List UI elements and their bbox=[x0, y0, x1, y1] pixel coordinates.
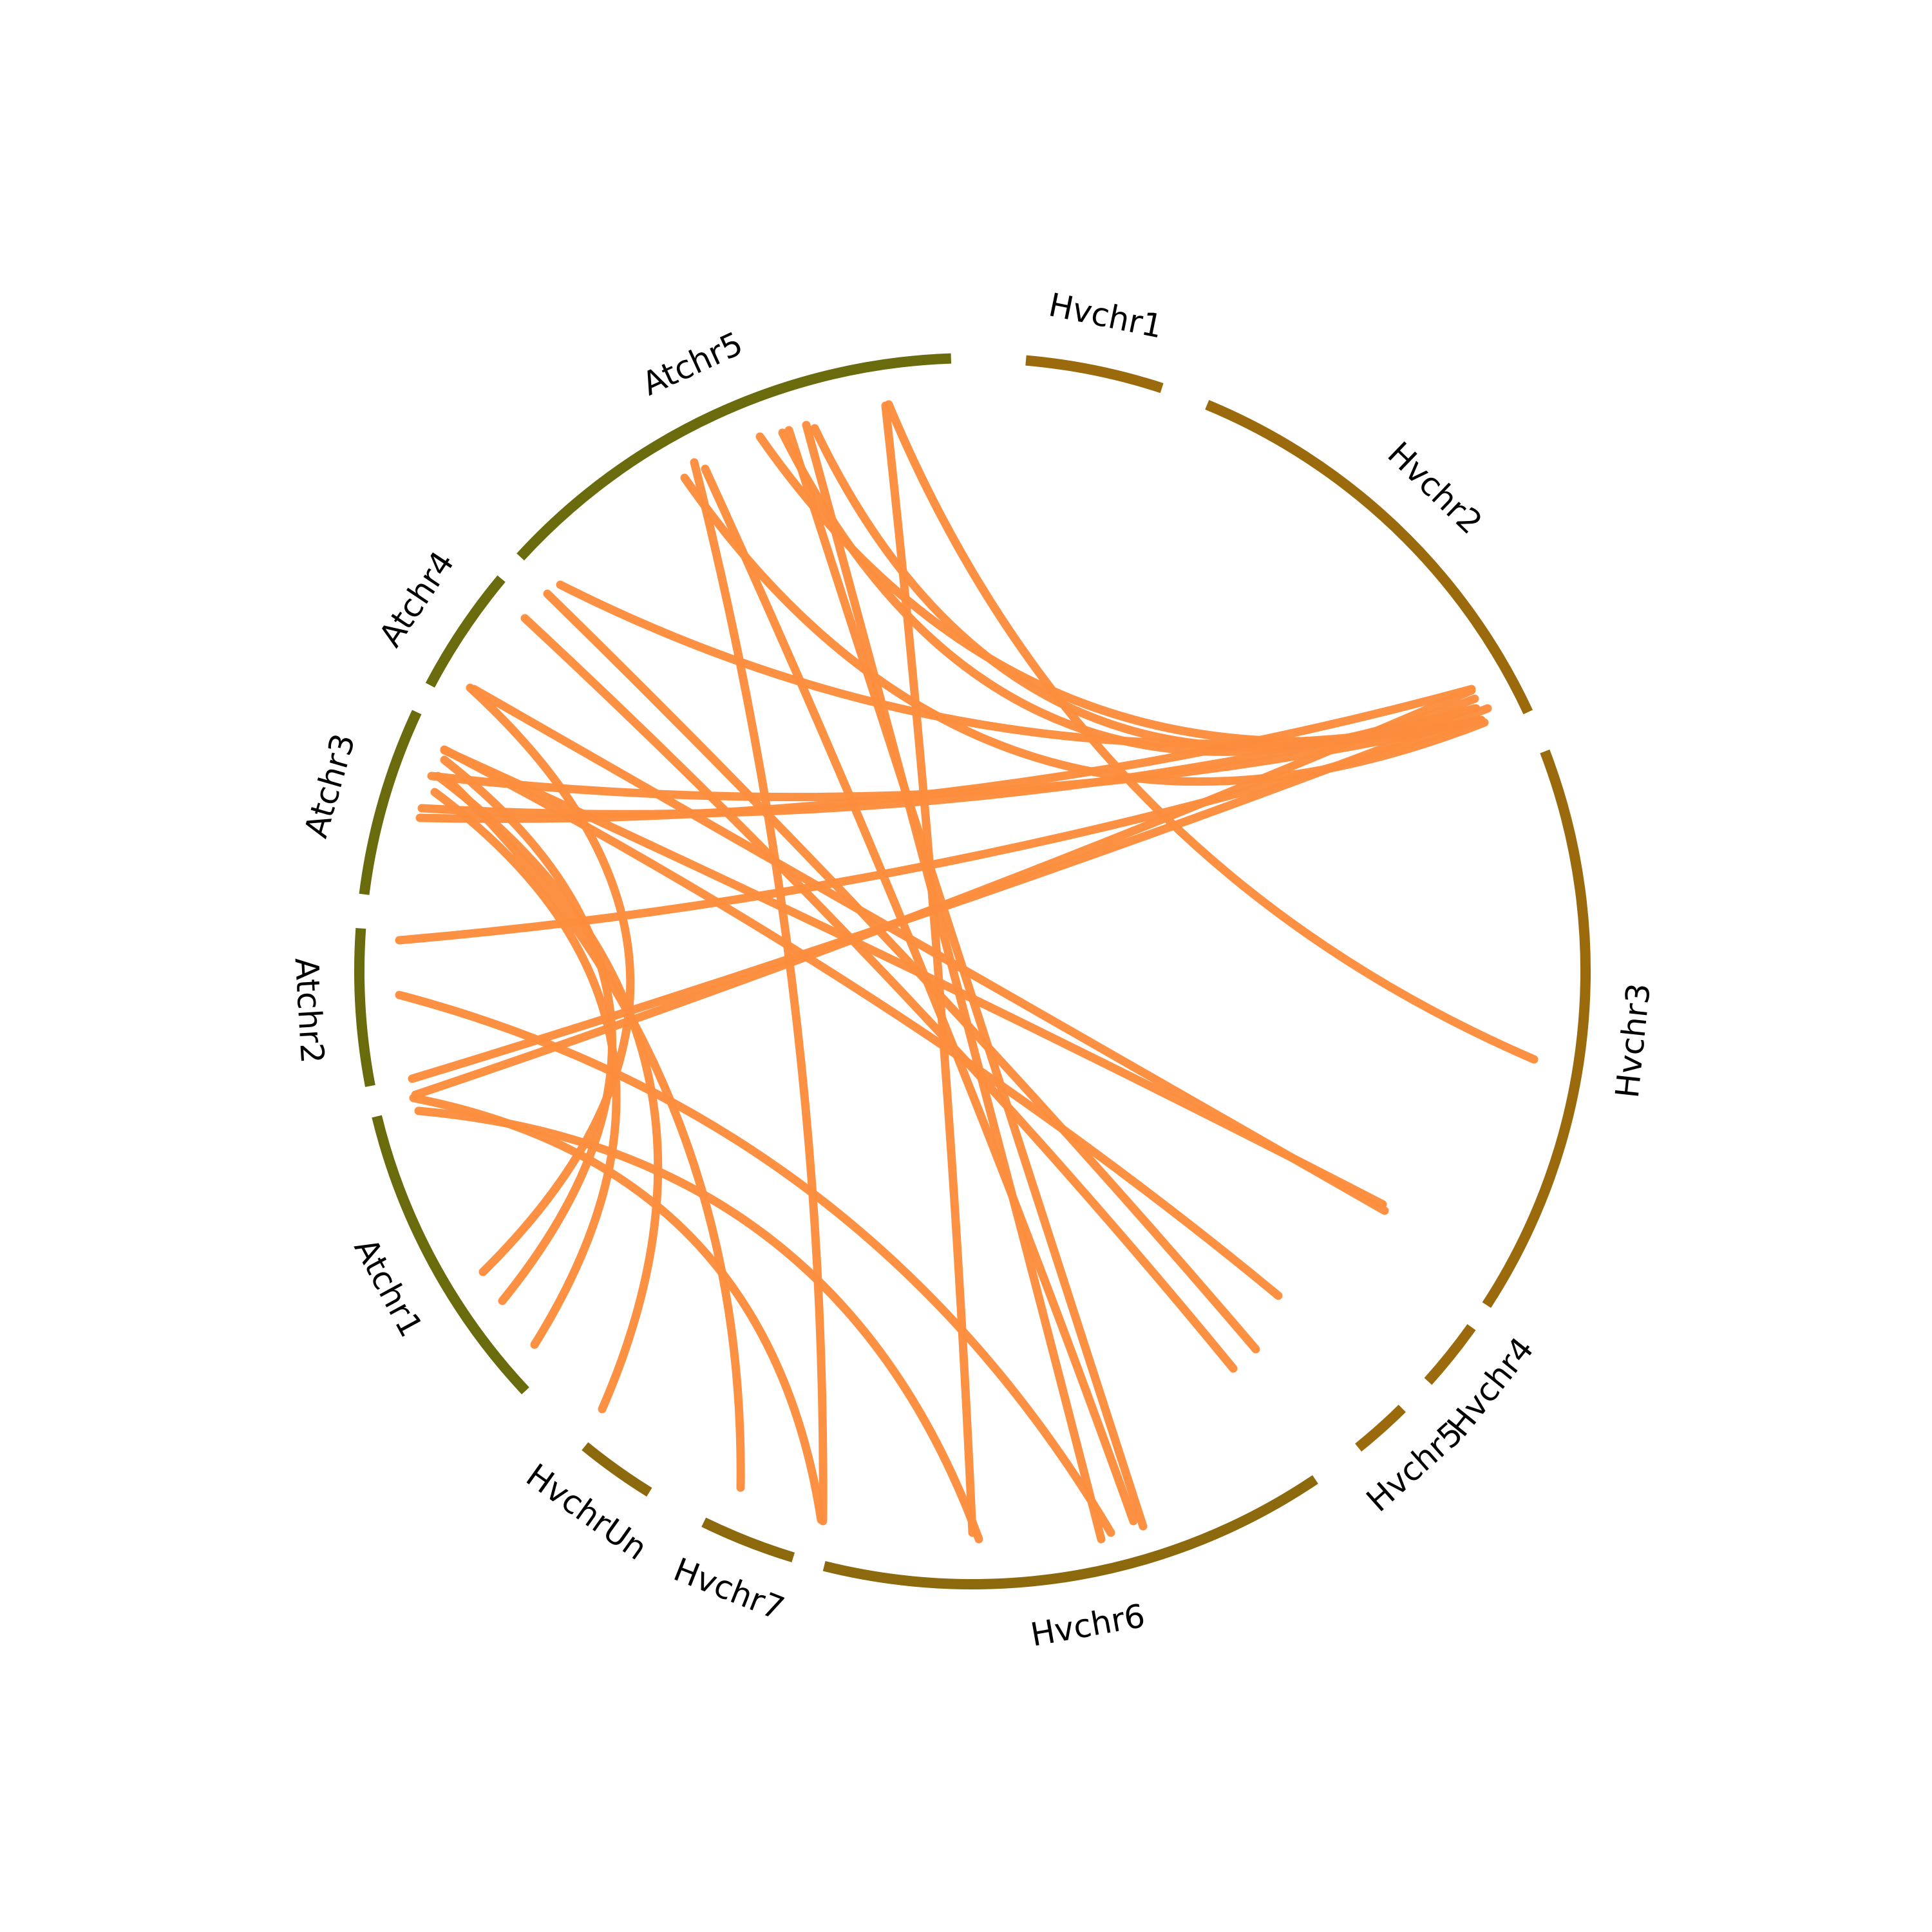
synteny-link bbox=[409, 1094, 826, 1524]
synteny-link bbox=[881, 401, 977, 1537]
chromosome-label-atchr4: Atchr4 bbox=[372, 545, 462, 654]
chromosome-label-hvchr6: Hvchr6 bbox=[1028, 1597, 1148, 1654]
chromosome-segment-hvchrun bbox=[582, 1442, 652, 1497]
synteny-link bbox=[446, 778, 745, 1492]
synteny-link bbox=[408, 704, 1492, 1083]
chromosome-label-atchr1: Atchr1 bbox=[346, 1232, 430, 1343]
synteny-links bbox=[395, 400, 1539, 1544]
chromosome-segment-atchr4 bbox=[425, 575, 506, 688]
chromosome-label-hvchr3: Hvchr3 bbox=[1609, 981, 1658, 1100]
synteny-link bbox=[411, 686, 1476, 1099]
synteny-link bbox=[433, 772, 663, 1414]
chromosome-label-atchr2: Atchr2 bbox=[287, 956, 331, 1065]
synteny-link bbox=[520, 614, 1238, 1373]
chromosome-segment-atchr3 bbox=[359, 710, 422, 895]
chromosome-label-hvchr7: Hvchr7 bbox=[668, 1551, 790, 1627]
chromosome-segment-hvchr2 bbox=[1205, 400, 1533, 715]
synteny-link bbox=[440, 755, 616, 1305]
synteny-link bbox=[466, 683, 635, 1276]
chromosome-segment-atchr1 bbox=[372, 1115, 529, 1395]
chromosome-segment-hvchr3 bbox=[1482, 749, 1591, 1308]
synteny-link bbox=[802, 421, 1106, 1544]
synteny-link bbox=[395, 990, 1115, 1537]
chromosome-segment-hvchr7 bbox=[701, 1517, 795, 1563]
synteny-link bbox=[690, 458, 828, 1526]
chromosome-segment-hvchr5 bbox=[1355, 1405, 1406, 1452]
chromosome-label-atchr3: Atchr3 bbox=[298, 730, 363, 842]
chromosome-segment-hvchr6 bbox=[822, 1475, 1318, 1589]
synteny-link bbox=[784, 426, 1148, 1531]
chromosome-segment-atchr2 bbox=[354, 928, 375, 1087]
chromosome-ring bbox=[354, 353, 1591, 1589]
chromosome-label-atchr5: Atchr5 bbox=[636, 325, 748, 402]
chromosome-label-hvchrun: HvchrUn bbox=[520, 1457, 654, 1567]
synteny-link bbox=[884, 400, 1539, 1064]
synteny-link bbox=[755, 432, 1486, 746]
chromosome-segment-atchr5 bbox=[516, 353, 952, 561]
chromosome-segment-hvchr1 bbox=[1025, 355, 1164, 393]
synteny-link bbox=[430, 788, 621, 1349]
chromosome-label-hvchr1: Hvchr1 bbox=[1046, 286, 1166, 345]
chromosome-segment-hvchr4 bbox=[1424, 1324, 1476, 1385]
